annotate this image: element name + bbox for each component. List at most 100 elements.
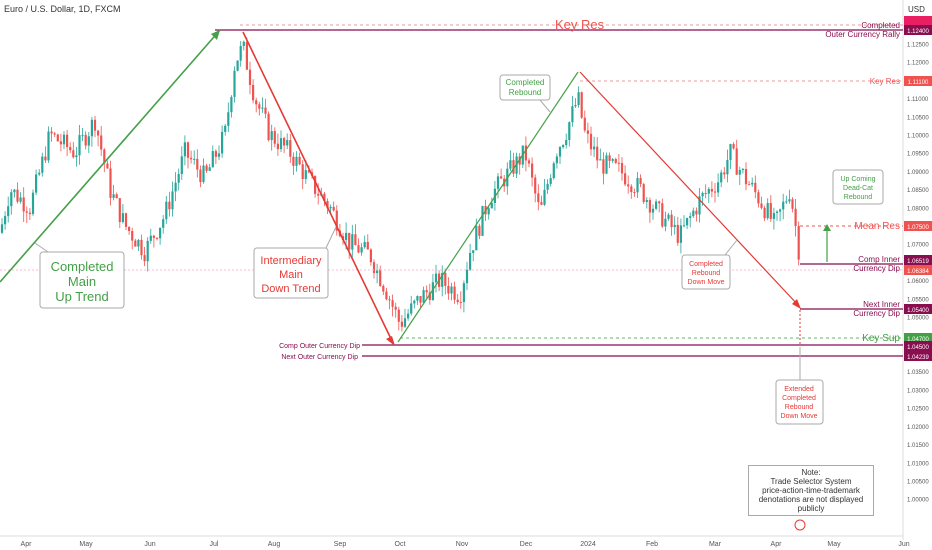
comp-inner-label: Comp Inner — [858, 255, 900, 264]
x-axis-ticks[interactable]: Apr May Jun Jul Aug Sep Oct Nov Dec 2024 Feb Mar Apr… — [21, 541, 910, 548]
x-tick-label: Apr — [21, 541, 33, 548]
completed-label: Completed — [861, 21, 900, 30]
candle-body — [425, 290, 428, 293]
candle-body — [372, 262, 376, 274]
candle-body — [434, 273, 438, 283]
candle-body — [47, 131, 50, 161]
candle-body — [772, 212, 775, 219]
y-tick-label: 1.12000 — [907, 61, 929, 67]
candle-body — [7, 206, 10, 217]
candle-body — [0, 224, 4, 233]
x-tick-label: Mar — [709, 541, 722, 548]
rebound-down-pointer — [724, 239, 738, 256]
candle-body — [314, 175, 317, 194]
candle-body — [478, 225, 481, 236]
candle-body — [605, 155, 608, 174]
price-badge-bg — [904, 25, 932, 35]
candle-body — [4, 216, 7, 225]
candle-body — [698, 196, 701, 215]
y-tick-label: 1.07000 — [907, 243, 929, 249]
y-tick-label: 1.05500 — [907, 297, 929, 303]
candle-body — [100, 135, 103, 150]
candle-body — [686, 217, 689, 226]
candle-body — [400, 321, 403, 327]
candle-body — [177, 174, 180, 183]
candle-body — [710, 188, 713, 192]
replay-icon[interactable] — [794, 519, 806, 531]
candle-body — [648, 199, 651, 213]
candle-body — [534, 177, 537, 194]
candle-body — [744, 169, 748, 185]
candle-body — [233, 70, 236, 97]
candle-body — [574, 105, 577, 107]
candle-body — [599, 159, 602, 161]
candle-body — [785, 201, 788, 203]
candle-body — [794, 208, 797, 226]
y-tick-label: 1.02500 — [907, 407, 929, 413]
y-tick-label: 1.10500 — [907, 115, 929, 121]
candle-body — [636, 178, 639, 193]
candle-body — [28, 212, 31, 215]
x-tick-label: Sep — [334, 541, 347, 548]
candle-body — [788, 199, 791, 202]
candle-body — [112, 194, 115, 198]
x-tick-label: Aug — [268, 541, 281, 548]
candle-body — [273, 131, 276, 144]
y-tick-label: 1.09500 — [907, 152, 929, 158]
candle-body — [701, 193, 704, 197]
price-badge-bg — [904, 304, 932, 314]
candle-body — [205, 165, 208, 171]
candle-body — [345, 232, 348, 240]
price-badge: 1.06384 — [907, 269, 929, 275]
rebound-down-text-3: Down Move — [688, 279, 725, 286]
main-up-trend-text-3: Up Trend — [55, 289, 108, 304]
candle-body — [720, 172, 723, 183]
candle-body — [90, 119, 93, 137]
candle-body — [726, 159, 729, 175]
next-outer-dip-label: Next Outer Currency Dip — [281, 354, 358, 361]
candle-body — [121, 213, 124, 223]
candle-body — [298, 156, 301, 165]
candle-body — [568, 122, 571, 140]
candle-body — [252, 84, 255, 101]
candle-body — [16, 189, 19, 202]
extended-text-3: Rebound — [785, 404, 814, 411]
candle-body — [558, 147, 562, 157]
candle-body — [41, 156, 44, 173]
candle-body — [422, 290, 425, 303]
candle-body — [431, 282, 434, 300]
candle-body — [78, 135, 81, 156]
main-up-trend-text-2: Main — [68, 274, 96, 289]
y-tick-label: 1.00000 — [907, 498, 929, 504]
x-tick-label: Jul — [210, 541, 219, 548]
y-tick-label: 1.05000 — [907, 316, 929, 322]
candle-body — [248, 69, 252, 85]
candle-body — [279, 138, 283, 150]
y-tick-label: 1.03000 — [907, 388, 929, 394]
candle-body — [162, 219, 165, 228]
candle-body — [782, 201, 785, 210]
candle-body — [735, 148, 738, 175]
candle-body — [369, 249, 372, 263]
candle-body — [196, 158, 199, 170]
rebound-down-text-1: Completed — [689, 261, 723, 268]
candle-body — [627, 184, 630, 187]
main-up-trend-box — [39, 251, 125, 309]
intermediary-text-2: Main — [279, 269, 303, 281]
intermediary-down-trend-arrowhead — [386, 336, 395, 346]
candle-body — [81, 134, 84, 136]
candlestick-series — [0, 37, 800, 332]
candle-body — [208, 167, 211, 171]
candle-body — [779, 209, 782, 212]
y-tick-label: 1.12500 — [907, 42, 929, 48]
candle-body — [565, 139, 568, 145]
candle-body — [93, 119, 97, 131]
completed-rebound-text-2: Rebound — [509, 88, 541, 97]
price-badges: 1.12400 1.11100 1.07500 1.06519 1.06384 1.054… — [904, 16, 932, 361]
candle-body — [31, 192, 35, 215]
dead-cat-text-2: Dead-Cat — [843, 185, 873, 192]
candle-body — [729, 144, 732, 160]
y-tick-label: 1.01500 — [907, 443, 929, 449]
candle-body — [211, 151, 214, 168]
